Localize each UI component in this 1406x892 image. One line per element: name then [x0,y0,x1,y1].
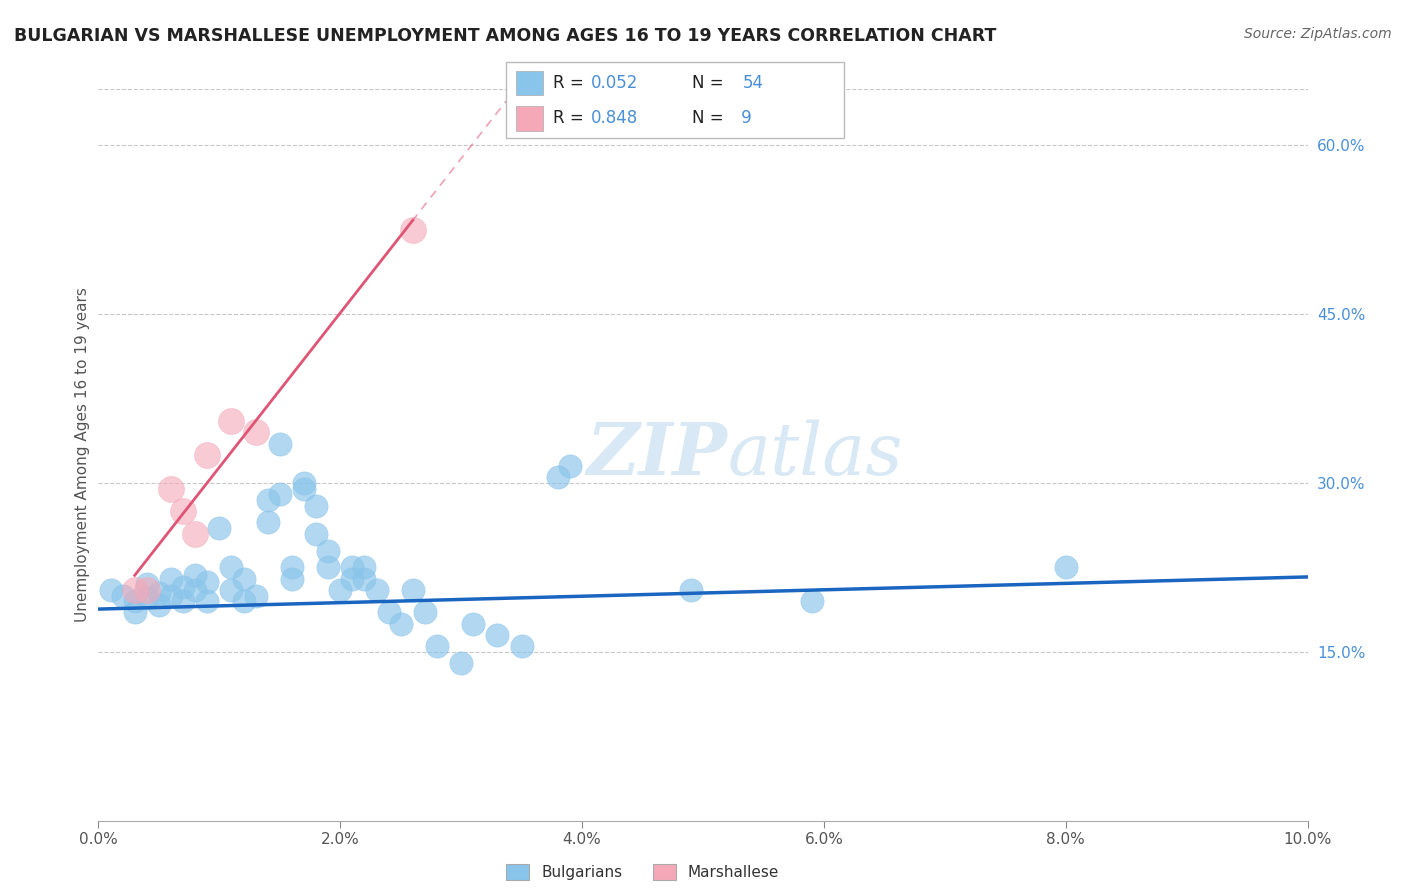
Text: N =: N = [692,74,728,92]
Point [342,572,364,586]
Legend: Bulgarians, Marshallese: Bulgarians, Marshallese [499,858,786,886]
Text: 9: 9 [735,109,751,127]
Text: 0.848: 0.848 [591,109,638,127]
Text: R =: R = [554,109,589,127]
Text: atlas: atlas [727,419,903,491]
Point [353,572,375,586]
Point [389,616,412,631]
Point [269,487,291,501]
Point [195,594,218,608]
Point [402,223,425,237]
Point [281,572,304,586]
Point [135,577,157,591]
Point [184,582,207,597]
Text: N =: N = [692,109,728,127]
Text: Source: ZipAtlas.com: Source: ZipAtlas.com [1244,27,1392,41]
Text: BULGARIAN VS MARSHALLESE UNEMPLOYMENT AMONG AGES 16 TO 19 YEARS CORRELATION CHAR: BULGARIAN VS MARSHALLESE UNEMPLOYMENT AM… [14,27,997,45]
Point [245,425,267,440]
Point [124,606,146,620]
Point [305,526,328,541]
Point [148,586,170,600]
Point [679,582,702,597]
Point [160,589,183,603]
Point [402,582,425,597]
Point [292,476,315,491]
Point [148,598,170,612]
Point [184,568,207,582]
Point [547,470,569,484]
Point [160,572,183,586]
FancyBboxPatch shape [516,70,543,95]
Point [256,492,278,507]
Point [256,516,278,530]
Point [366,582,388,597]
Point [281,560,304,574]
Point [800,594,823,608]
Point [135,591,157,605]
Point [135,582,157,597]
Point [316,560,339,574]
Y-axis label: Unemployment Among Ages 16 to 19 years: Unemployment Among Ages 16 to 19 years [75,287,90,623]
Text: R =: R = [554,74,589,92]
Point [292,482,315,496]
Text: 0.052: 0.052 [591,74,638,92]
Point [172,504,194,518]
Point [558,459,581,474]
Text: ZIP: ZIP [586,419,727,491]
Point [316,543,339,558]
Point [172,594,194,608]
Point [208,521,231,535]
Point [124,594,146,608]
Point [1054,560,1077,574]
Text: 54: 54 [742,74,763,92]
Point [329,582,352,597]
Point [510,639,533,653]
Point [377,606,399,620]
FancyBboxPatch shape [506,62,844,138]
Point [160,482,183,496]
Point [486,628,509,642]
Point [172,580,194,594]
FancyBboxPatch shape [516,106,543,130]
Point [221,560,243,574]
Point [342,560,364,574]
Point [463,616,485,631]
Point [221,414,243,428]
Point [413,606,436,620]
Point [100,582,122,597]
Point [245,589,267,603]
Point [426,639,449,653]
Point [195,575,218,590]
Point [124,582,146,597]
Point [195,448,218,462]
Point [450,656,472,670]
Point [221,582,243,597]
Point [305,499,328,513]
Point [353,560,375,574]
Point [232,572,254,586]
Point [269,436,291,450]
Point [232,594,254,608]
Point [184,526,207,541]
Point [111,589,134,603]
